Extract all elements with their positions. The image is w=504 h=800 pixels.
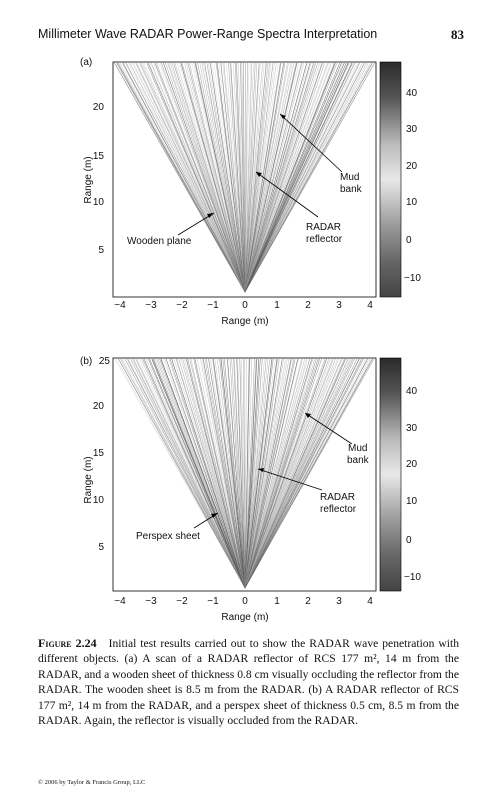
- y-tick-label: 20: [93, 102, 105, 113]
- x-tick-label: 1: [274, 300, 280, 311]
- x-tick-label: −2: [176, 596, 188, 607]
- colorbar-tick-label: 10: [406, 197, 418, 208]
- annotation-object: Wooden plane: [127, 212, 215, 247]
- page-number: 83: [451, 27, 464, 42]
- x-tick-label: −1: [207, 300, 219, 311]
- radar-reflector-label-line1: RADAR: [306, 222, 341, 233]
- caption-label: Figure 2.24: [38, 636, 97, 650]
- figure-caption: Figure 2.24 Initial test results carried…: [38, 636, 459, 728]
- colorbar-tick-label: −10: [404, 273, 421, 284]
- colorbar-tick-label: 10: [406, 496, 418, 507]
- x-tick-label: −3: [145, 596, 157, 607]
- copyright-footer: © 2006 by Taylor & Francis Group, LLC: [38, 779, 146, 786]
- annotation-mud-bank: Mud bank: [304, 412, 370, 466]
- x-tick-label: −4: [114, 596, 126, 607]
- colorbar-tick-label: 30: [406, 423, 418, 434]
- colorbar-tick-label: −10: [404, 572, 421, 583]
- plot-frame: [112, 357, 377, 592]
- running-head: Millimeter Wave RADAR Power-Range Spectr…: [38, 27, 464, 45]
- x-tick-label: 0: [242, 596, 248, 607]
- object-label: Perspex sheet: [136, 531, 200, 542]
- caption-text: Initial test results carried out to show…: [38, 637, 459, 728]
- mud-bank-label-line2: bank: [347, 455, 370, 466]
- colorbar: 40 30 20 10 0 −10: [379, 357, 421, 592]
- mud-bank-label-line1: Mud: [340, 172, 359, 183]
- y-tick-label: 5: [98, 245, 104, 256]
- colorbar-tick-label: 0: [406, 235, 412, 246]
- figure-a-plot: (a) 20 15 10 5 Range (m) −4 −3 −2 −1 0 1…: [80, 57, 421, 327]
- y-ticks: 20 15 10 5: [93, 102, 105, 256]
- x-tick-label: 1: [274, 596, 280, 607]
- x-ticks: −4 −3 −2 −1 0 1 2 3 4: [114, 596, 373, 607]
- colorbar-tick-label: 20: [406, 459, 418, 470]
- x-tick-label: −4: [114, 300, 126, 311]
- object-label: Wooden plane: [127, 236, 192, 247]
- figure-b-plot: (b) 25 20 15 10 5 Range (m) −4 −3 −2 −1 …: [80, 356, 421, 623]
- x-tick-label: 4: [367, 596, 373, 607]
- annotation-radar-reflector: RADAR reflector: [257, 468, 357, 515]
- annotation-object: Perspex sheet: [136, 512, 219, 542]
- x-axis-label: Range (m): [221, 612, 268, 623]
- annotation-mud-bank: Mud bank: [279, 113, 363, 195]
- y-tick-label: 10: [93, 495, 105, 506]
- radar-fan: [114, 358, 375, 589]
- x-tick-label: 3: [336, 596, 342, 607]
- panel-label: (b): [80, 356, 92, 367]
- x-tick-label: −2: [176, 300, 188, 311]
- colorbar-tick-label: 20: [406, 161, 418, 172]
- radar-fan: [114, 62, 375, 293]
- y-axis-label: Range (m): [83, 456, 94, 503]
- x-tick-label: −1: [207, 596, 219, 607]
- x-tick-label: 0: [242, 300, 248, 311]
- running-head-title: Millimeter Wave RADAR Power-Range Spectr…: [38, 27, 378, 41]
- y-tick-label: 20: [93, 401, 105, 412]
- colorbar: 40 30 20 10 0 −10: [379, 61, 421, 298]
- y-tick-label: 5: [98, 542, 104, 553]
- x-tick-label: 2: [305, 596, 311, 607]
- colorbar-tick-label: 40: [406, 88, 418, 99]
- radar-reflector-label-line1: RADAR: [320, 492, 355, 503]
- y-ticks: 25 20 15 10 5: [93, 356, 111, 553]
- radar-reflector-label-line2: reflector: [320, 504, 357, 515]
- y-tick-label: 15: [93, 151, 105, 162]
- colorbar-tick-label: 0: [406, 535, 412, 546]
- mud-bank-label-line2: bank: [340, 184, 363, 195]
- figure-a: (a) 20 15 10 5 Range (m) −4 −3 −2 −1 0 1…: [0, 52, 504, 342]
- x-axis-label: Range (m): [221, 316, 268, 327]
- x-tick-label: −3: [145, 300, 157, 311]
- y-axis-label: Range (m): [83, 156, 94, 203]
- colorbar-tick-label: 40: [406, 386, 418, 397]
- plot-frame: [112, 61, 377, 298]
- y-tick-label: 25: [99, 356, 111, 367]
- radar-reflector-label-line2: reflector: [306, 234, 343, 245]
- x-tick-label: 4: [367, 300, 373, 311]
- y-tick-label: 15: [93, 448, 105, 459]
- x-ticks: −4 −3 −2 −1 0 1 2 3 4: [114, 300, 373, 311]
- y-tick-label: 10: [93, 197, 105, 208]
- mud-bank-label-line1: Mud: [348, 443, 367, 454]
- figure-b: (b) 25 20 15 10 5 Range (m) −4 −3 −2 −1 …: [0, 350, 504, 625]
- x-tick-label: 2: [305, 300, 311, 311]
- colorbar-tick-label: 30: [406, 124, 418, 135]
- x-tick-label: 3: [336, 300, 342, 311]
- annotation-radar-reflector: RADAR reflector: [255, 171, 343, 245]
- panel-label: (a): [80, 57, 92, 68]
